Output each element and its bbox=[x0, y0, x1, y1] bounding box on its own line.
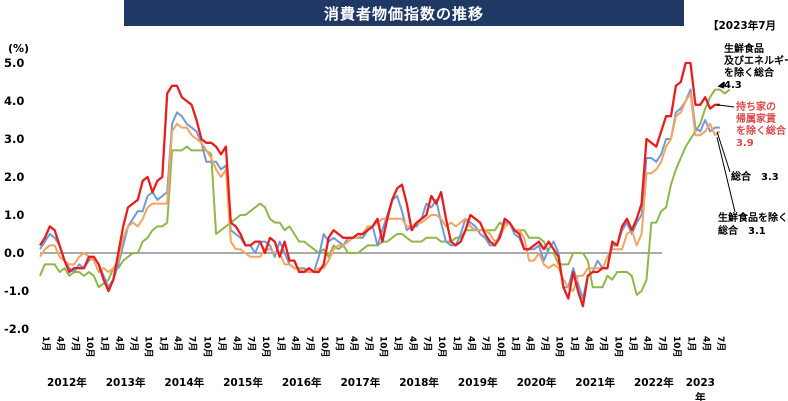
x-tick-label: 4月 bbox=[172, 336, 183, 351]
x-tick-label: 4月 bbox=[524, 336, 535, 351]
annotation-value: 3.9 bbox=[736, 138, 754, 149]
x-tick-label: 7月 bbox=[422, 336, 433, 351]
year-label: 2023 bbox=[686, 377, 715, 389]
x-tick-label: 10月 bbox=[436, 336, 447, 358]
annotation-label: 帰属家賃 bbox=[736, 112, 776, 125]
x-tick-label: 4月 bbox=[583, 336, 594, 351]
x-tick-label: 10月 bbox=[84, 336, 95, 358]
annotation-label: を除く総合 bbox=[724, 66, 775, 79]
year-label: 2013年 bbox=[106, 376, 146, 389]
x-tick-label: 1月 bbox=[392, 336, 403, 351]
date-note: 【2023年7月 bbox=[708, 20, 777, 32]
annotation-label: 生鮮食品を除く bbox=[718, 211, 788, 224]
x-tick-label: 10月 bbox=[495, 336, 506, 358]
y-axis: 5.0 4.0 3.0 2.0 1.0 0.0 -1.0 -2.0 bbox=[4, 56, 29, 336]
x-tick-label: 1月 bbox=[99, 336, 110, 351]
annotation-label: 生鮮食品 bbox=[724, 42, 764, 55]
x-tick-label: 1月 bbox=[275, 336, 286, 351]
x-tick-label: 4月 bbox=[466, 336, 477, 351]
x-tick-label: 1月 bbox=[510, 336, 521, 351]
x-tick-label: 1月 bbox=[40, 336, 51, 351]
x-tick-label: 10月 bbox=[319, 336, 330, 358]
x-tick-label: 1月 bbox=[451, 336, 462, 351]
x-tick-label: 4月 bbox=[289, 336, 300, 351]
x-tick-label: 4月 bbox=[55, 336, 66, 351]
year-label: 2016年 bbox=[282, 376, 322, 389]
annotation-value: 4.3 bbox=[724, 80, 742, 91]
y-tick-label: 1.0 bbox=[4, 208, 24, 222]
x-tick-label: 7月 bbox=[480, 336, 491, 351]
y-tick-label: 0.0 bbox=[4, 246, 24, 260]
year-label: 2015年 bbox=[223, 376, 263, 389]
x-tick-label: 10月 bbox=[201, 336, 212, 358]
year-label: 2022年 bbox=[634, 376, 674, 389]
series-line-ex_fresh bbox=[39, 92, 721, 292]
series-line-ex_fresh_energy bbox=[39, 88, 731, 296]
y-unit-label: (%) bbox=[8, 42, 29, 55]
x-tick-label: 7月 bbox=[187, 336, 198, 351]
annotation-label: 総合 3.1 bbox=[718, 224, 766, 237]
x-tick-label: 7月 bbox=[304, 336, 315, 351]
leader-line bbox=[716, 104, 735, 108]
y-tick-label: -2.0 bbox=[4, 322, 29, 336]
leader-line bbox=[716, 137, 736, 213]
y-tick-label: 4.0 bbox=[4, 94, 24, 108]
annotation-label: 及びエネルギー bbox=[724, 54, 788, 67]
year-label: 2021年 bbox=[575, 376, 615, 389]
year-label: 2019年 bbox=[458, 376, 498, 389]
x-tick-label: 1月 bbox=[333, 336, 344, 351]
series-line-ex_imputed_rent bbox=[39, 61, 720, 308]
x-tick-label: 10月 bbox=[671, 336, 682, 358]
year-label: 2018年 bbox=[399, 376, 439, 389]
x-tick-label: 1月 bbox=[216, 336, 227, 351]
x-tick-label: 4月 bbox=[231, 336, 242, 351]
x-tick-label: 4月 bbox=[642, 336, 653, 351]
x-tick-label: 4月 bbox=[113, 336, 124, 351]
leader-arrow bbox=[718, 81, 725, 89]
x-tick-label: 7月 bbox=[715, 336, 726, 351]
x-tick-label: 7月 bbox=[363, 336, 374, 351]
x-tick-label: 7月 bbox=[128, 336, 139, 351]
year-label: 2012年 bbox=[47, 376, 87, 389]
x-tick-label: 10月 bbox=[378, 336, 389, 358]
x-tick-label: 10月 bbox=[612, 336, 623, 358]
year-label-suffix: 年 bbox=[695, 391, 706, 401]
x-tick-label: 7月 bbox=[539, 336, 550, 351]
annotation-label: 総合 3.3 bbox=[731, 170, 779, 183]
series-line-total bbox=[39, 88, 720, 300]
chart-title: 消費者物価指数の推移 bbox=[124, 0, 684, 26]
x-tick-label: 4月 bbox=[348, 336, 359, 351]
x-tick-label: 1月 bbox=[568, 336, 579, 351]
x-tick-label: 10月 bbox=[143, 336, 154, 358]
annotation-label: を除く総合 bbox=[736, 124, 787, 137]
y-tick-label: 2.0 bbox=[4, 170, 24, 184]
y-tick-label: 5.0 bbox=[4, 56, 24, 70]
leader-line bbox=[717, 81, 725, 87]
x-tick-label: 4月 bbox=[700, 336, 711, 351]
x-tick-label: 10月 bbox=[260, 336, 271, 358]
year-label: 2017年 bbox=[341, 376, 381, 389]
x-tick-label: 1月 bbox=[686, 336, 697, 351]
x-tick-label: 4月 bbox=[407, 336, 418, 351]
leader-line bbox=[716, 131, 731, 173]
year-label: 2020年 bbox=[517, 376, 557, 389]
x-tick-label: 7月 bbox=[656, 336, 667, 351]
x-tick-label: 7月 bbox=[598, 336, 609, 351]
y-tick-label: -1.0 bbox=[4, 284, 29, 298]
year-label: 2014年 bbox=[164, 376, 204, 389]
x-tick-label: 1月 bbox=[157, 336, 168, 351]
x-tick-label: 7月 bbox=[245, 336, 256, 351]
x-tick-label: 7月 bbox=[69, 336, 80, 351]
annotation-label: 持ち家の bbox=[736, 100, 776, 113]
series-layer bbox=[39, 61, 731, 308]
x-tick-label: 10月 bbox=[554, 336, 565, 358]
x-tick-label: 1月 bbox=[627, 336, 638, 351]
y-tick-label: 3.0 bbox=[4, 132, 24, 146]
